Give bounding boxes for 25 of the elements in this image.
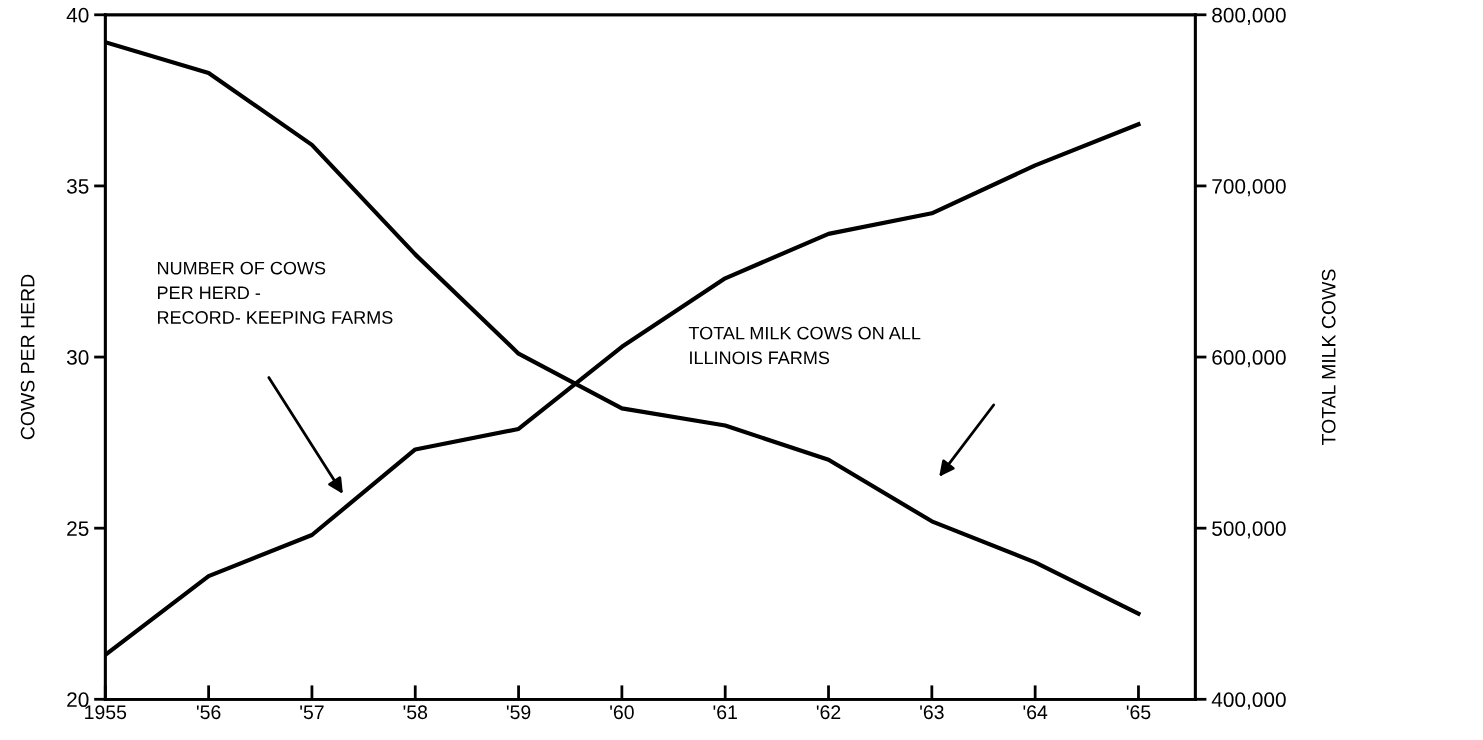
y-tick-label: 30 (66, 350, 89, 365)
annotation: TOTAL MILK COWS ON ALL ILLINOIS FARMS (688, 326, 921, 365)
x-tick-label: '64 (1023, 705, 1048, 720)
y-tick-label: 25 (67, 521, 89, 536)
y2-tick-label: 700,000 (1212, 178, 1286, 197)
x-tick-label: '56 (196, 705, 221, 720)
y2-axis-title: TOTAL MILK COWS (1321, 269, 1336, 446)
y2-tick-label: 600,000 (1212, 350, 1286, 368)
x-tick-label: '62 (816, 705, 841, 720)
x-tick-label: '59 (506, 705, 531, 720)
y-tick-label: 20 (67, 692, 89, 708)
y-tick-label: 35 (66, 178, 89, 194)
x-tick-label: '58 (403, 705, 428, 720)
y2-tick-label: 800,000 (1212, 7, 1286, 26)
x-tick-label: '60 (610, 705, 634, 720)
y2-tick-label: 400,000 (1211, 692, 1286, 710)
x-tick-label: '61 (713, 705, 737, 720)
x-tick-label: '65 (1126, 705, 1151, 720)
x-tick-label: '57 (300, 705, 324, 720)
y-tick-label: 40 (66, 7, 89, 23)
annotation: NUMBER OF COWS PER HERD - RECORD- KEEPING FARMS (158, 261, 393, 324)
y2-tick-label: 500,000 (1212, 521, 1286, 539)
x-tick-label: 1955 (85, 705, 127, 720)
y-axis-title: COWS PER HERD (20, 274, 35, 440)
x-tick-label: '63 (920, 705, 944, 720)
